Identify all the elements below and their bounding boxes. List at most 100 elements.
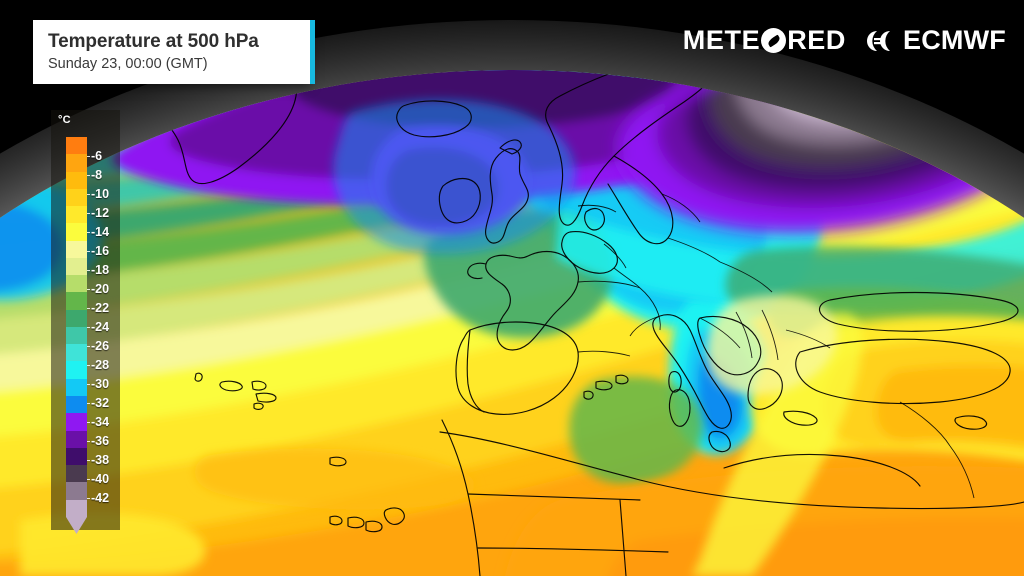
legend-tick-mark-13 bbox=[87, 403, 90, 404]
border-bg-tr bbox=[785, 329, 831, 349]
legend-band-7 bbox=[66, 257, 87, 276]
yellow-tongue-med bbox=[692, 313, 863, 576]
legend-tick-label-minus10: -10 bbox=[91, 187, 110, 201]
legend-tick-label-minus16: -16 bbox=[91, 244, 110, 258]
legend-tick-label-minus30: -30 bbox=[91, 377, 110, 391]
legend-tick-label-minus32: -32 bbox=[91, 396, 110, 410]
coastline-france bbox=[485, 250, 579, 351]
coastline-azores-east bbox=[251, 380, 267, 391]
colorbar-legend[interactable]: °C -6 -8 -10 -12 -14 -16 -18 -20 -22 -24 -26 -28 -30… bbox=[51, 110, 120, 534]
legend-tick-mark-3 bbox=[87, 213, 90, 214]
coastline-azores-s bbox=[253, 402, 264, 410]
legend-tick-label-minus36: -36 bbox=[91, 434, 110, 448]
legend-band-2 bbox=[66, 171, 87, 189]
border-ro-bg bbox=[761, 309, 779, 361]
coastline-balkans bbox=[697, 315, 762, 376]
legend-band-13 bbox=[66, 361, 87, 379]
border-fr-de bbox=[577, 280, 641, 289]
legend-band-20 bbox=[66, 482, 87, 500]
legend-tick-label-minus28: -28 bbox=[91, 358, 110, 372]
legend-tick-label-minus42: -42 bbox=[91, 491, 110, 505]
border-nl-de bbox=[603, 243, 627, 269]
border-pl-east bbox=[667, 237, 721, 263]
legend-tick-label-minus24: -24 bbox=[91, 320, 110, 334]
page-title: Temperature at 500 hPa bbox=[48, 31, 259, 53]
border-no-se bbox=[577, 204, 617, 213]
coastline-sicily bbox=[708, 430, 731, 453]
border-be-de bbox=[613, 267, 641, 289]
ecmwf-mark-icon bbox=[867, 30, 891, 51]
border-sahara-2 bbox=[477, 547, 669, 553]
legend-band-3 bbox=[66, 188, 87, 207]
coastline-black-sea bbox=[819, 291, 1019, 332]
coastline-azores-central bbox=[219, 380, 243, 392]
coastline-corsica bbox=[668, 371, 682, 393]
legend-tick-label-minus34: -34 bbox=[91, 415, 110, 429]
coastline-iceland bbox=[396, 100, 472, 138]
legend-band-19 bbox=[66, 465, 87, 483]
legend-band-10 bbox=[66, 309, 87, 327]
border-fi-ru bbox=[661, 193, 701, 223]
legend-tick-label-minus26: -26 bbox=[91, 339, 110, 353]
coastline-madeira bbox=[329, 456, 347, 467]
coastline-low-countries bbox=[561, 231, 618, 274]
border-sy-iq bbox=[949, 445, 975, 499]
coastline-sardinia bbox=[668, 389, 691, 427]
legend-tick-mark-4 bbox=[87, 232, 90, 233]
atlantic-nw-blue bbox=[0, 198, 63, 293]
valid-time-label: Sunday 23, 00:00 (GMT) bbox=[48, 56, 208, 73]
legend-tick-mark-6 bbox=[87, 270, 90, 271]
meteored-logo[interactable]: METE RED bbox=[683, 27, 846, 54]
legend-tick-mark-2 bbox=[87, 194, 90, 195]
border-de-at bbox=[639, 287, 661, 331]
coastline-balearics bbox=[595, 380, 613, 391]
legend-tick-label-minus8: -8 bbox=[91, 168, 103, 182]
coastline-crete bbox=[783, 410, 818, 426]
ecmwf-logo[interactable]: ECMWF bbox=[860, 27, 1006, 54]
legend-band-5 bbox=[66, 223, 87, 241]
meteored-o-icon bbox=[761, 28, 787, 53]
legend-tick-mark-16 bbox=[87, 460, 90, 461]
border-es-fr bbox=[577, 350, 631, 357]
coastline-great-britain bbox=[485, 148, 529, 244]
legend-band-9 bbox=[66, 292, 87, 310]
coastline-canary-central bbox=[347, 516, 365, 529]
legend-band-21 bbox=[66, 499, 87, 517]
coastline-canary-east bbox=[365, 520, 383, 533]
map-title-card: Temperature at 500 hPa Sunday 23, 00:00 … bbox=[33, 20, 315, 84]
border-balkan-1 bbox=[699, 317, 741, 349]
ecmwf-text: ECMWF bbox=[903, 25, 1006, 55]
brand-row: METE RED ECMWF bbox=[683, 27, 1006, 54]
legend-tick-mark-5 bbox=[87, 251, 90, 252]
coastline-libya bbox=[723, 453, 921, 487]
legend-band-16 bbox=[66, 413, 87, 431]
meteored-text-after: RED bbox=[787, 25, 847, 55]
legend-band-18 bbox=[66, 447, 87, 466]
coastline-greece bbox=[747, 368, 783, 410]
legend-tick-mark-15 bbox=[87, 441, 90, 442]
legend-tick-mark-11 bbox=[87, 365, 90, 366]
coastline-scandinavia bbox=[545, 70, 716, 226]
coastline-ireland bbox=[438, 177, 481, 224]
coastline-canary-west bbox=[329, 515, 343, 526]
coastline-cyprus bbox=[954, 415, 988, 430]
coastline-north-africa bbox=[439, 431, 1024, 510]
legend-tick-mark-7 bbox=[87, 289, 90, 290]
coastline-scotland-north bbox=[499, 139, 522, 155]
coastline-iberia bbox=[455, 321, 579, 415]
coastline-ibiza bbox=[583, 390, 594, 400]
border-sahara-1 bbox=[467, 493, 641, 501]
coastline-turkey bbox=[795, 338, 1011, 405]
legend-tick-mark-8 bbox=[87, 308, 90, 309]
coastline-azores-west bbox=[194, 372, 203, 382]
legend-tick-mark-0 bbox=[87, 156, 90, 157]
legend-tick-mark-14 bbox=[87, 422, 90, 423]
legend-band-6 bbox=[66, 240, 87, 258]
legend-band-8 bbox=[66, 275, 87, 293]
coastline-brittany bbox=[467, 262, 487, 280]
meteored-text-before: METE bbox=[682, 25, 761, 55]
